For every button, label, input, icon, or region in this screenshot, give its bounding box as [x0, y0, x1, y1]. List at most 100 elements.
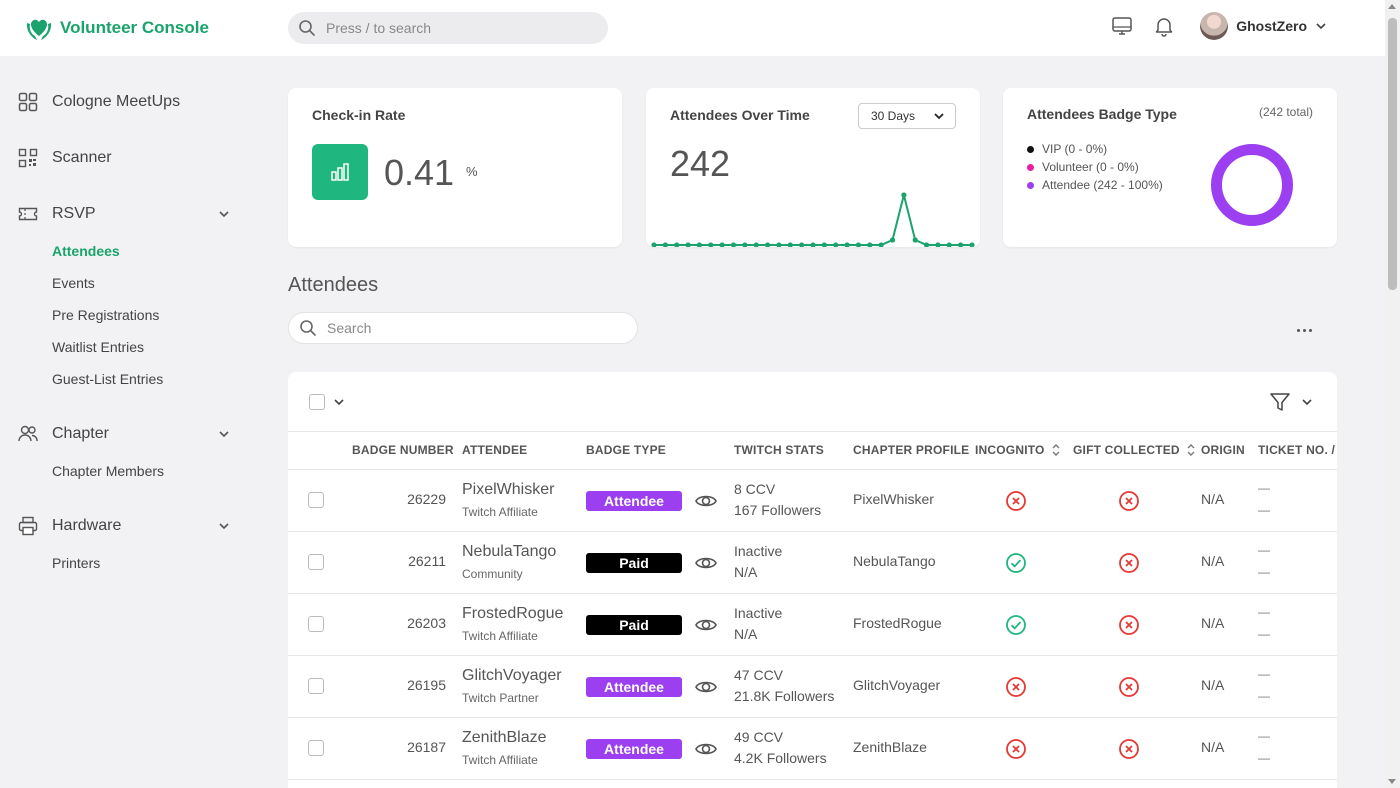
column-header-badge-number[interactable]: BADGE NUMBER — [352, 443, 454, 457]
filter-button[interactable] — [1269, 391, 1313, 413]
attendee-subtitle: Twitch Affiliate — [462, 629, 538, 643]
sidebar-subitem-events[interactable]: Events — [52, 275, 95, 291]
sidebar-item-scanner[interactable]: Scanner — [18, 148, 230, 168]
sidebar-item-label: Scanner — [52, 149, 112, 166]
x-circle-icon — [1118, 738, 1140, 760]
table-row[interactable]: 26195 GlitchVoyager Twitch Partner Attendee… — [288, 656, 1337, 718]
app-title: Volunteer Console — [60, 18, 209, 37]
attendee-name[interactable]: NebulaTango — [462, 543, 557, 560]
legend-label: Volunteer (0 - 0%) — [1042, 160, 1139, 174]
sidebar-subitem-waitlist-entries[interactable]: Waitlist Entries — [52, 339, 145, 355]
row-checkbox[interactable] — [308, 492, 324, 508]
x-circle-icon — [1118, 614, 1140, 636]
scroll-down-arrow[interactable] — [1388, 779, 1396, 784]
sparkline-point — [935, 242, 941, 247]
scroll-thumb[interactable] — [1388, 18, 1397, 290]
scroll-up-arrow[interactable] — [1388, 4, 1396, 9]
attendee-name[interactable]: FrostedRogue — [462, 605, 564, 622]
column-header-badge-type[interactable]: BADGE TYPE — [586, 443, 667, 457]
attendee-subtitle: Twitch Affiliate — [462, 505, 538, 519]
attendee-name[interactable]: GlitchVoyager — [462, 667, 562, 684]
chapter-profile[interactable]: PixelWhisker — [853, 491, 934, 507]
table-row[interactable]: 26187 ZenithBlaze Twitch Affiliate Attendee… — [288, 718, 1337, 780]
sidebar-subitem-printers[interactable]: Printers — [52, 555, 101, 571]
select-all-checkbox[interactable] — [309, 394, 325, 410]
ticket-code: — — [1258, 751, 1270, 765]
row-checkbox[interactable] — [308, 554, 324, 570]
sidebar-item-hardware[interactable]: Hardware — [18, 516, 230, 536]
sparkline-point — [946, 242, 952, 247]
sidebar-subitem-pre-registrations[interactable]: Pre Registrations — [52, 307, 160, 323]
table-row[interactable]: 26229 PixelWhisker Twitch Affiliate Attende… — [288, 470, 1337, 532]
sidebar-subitem-guest-list-entries[interactable]: Guest-List Entries — [52, 371, 164, 387]
column-header-incognito[interactable]: INCOGNITO — [975, 443, 1061, 457]
column-header-chapter-profile[interactable]: CHAPTER PROFILE — [853, 443, 970, 457]
column-header-origin[interactable]: ORIGIN — [1201, 443, 1245, 457]
eye-icon[interactable] — [694, 489, 718, 513]
legend-item-volunteer[interactable]: Volunteer (0 - 0%) — [1027, 158, 1163, 176]
sidebar-item-cologne-meetups[interactable]: Cologne MeetUps — [18, 92, 230, 112]
row-checkbox[interactable] — [308, 616, 324, 632]
sparkline-point — [821, 242, 827, 247]
sidebar-item-label: Cologne MeetUps — [52, 93, 181, 110]
printer-icon — [18, 516, 38, 536]
legend-item-vip[interactable]: VIP (0 - 0%) — [1027, 140, 1163, 158]
page-scrollbar[interactable] — [1385, 0, 1400, 788]
sidebar-item-chapter[interactable]: Chapter — [18, 424, 230, 444]
app-logo[interactable]: Volunteer Console — [24, 14, 209, 42]
column-header-ticket-no[interactable]: TICKET NO. / C — [1258, 443, 1337, 457]
ticket-number: — — [1258, 543, 1270, 557]
monitor-icon[interactable] — [1110, 14, 1134, 38]
attendee-name[interactable]: ZenithBlaze — [462, 729, 547, 746]
column-header-twitch-stats[interactable]: TWITCH STATS — [734, 443, 824, 457]
chevron-down-icon[interactable] — [218, 428, 230, 440]
range-dropdown[interactable]: 30 Days — [858, 103, 956, 129]
table-row[interactable]: 26211 NebulaTango Community Paid Inactive N/A… — [288, 532, 1337, 594]
check-circle-icon — [1005, 614, 1027, 636]
bell-icon[interactable] — [1152, 14, 1176, 38]
legend-item-attendee[interactable]: Attendee (242 - 100%) — [1027, 176, 1163, 194]
badge-type-pill: Paid — [586, 615, 682, 635]
bulk-select[interactable] — [309, 394, 345, 410]
chevron-down-icon[interactable] — [218, 208, 230, 220]
sidebar: Cologne MeetUps Scanner RSVP Attendees E… — [0, 56, 250, 788]
legend-dot — [1027, 181, 1034, 189]
chapter-profile[interactable]: GlitchVoyager — [853, 677, 941, 693]
attendee-name[interactable]: PixelWhisker — [462, 481, 555, 498]
search-icon — [299, 20, 315, 36]
badge-legend: VIP (0 - 0%) Volunteer (0 - 0%) Attendee… — [1027, 140, 1163, 194]
table-toolbar — [288, 372, 1337, 432]
column-header-gift-collected[interactable]: GIFT COLLECTED — [1073, 443, 1196, 457]
attendee-search-input[interactable] — [327, 320, 617, 336]
user-menu[interactable]: GhostZero — [1200, 12, 1327, 40]
sparkline-point — [844, 242, 850, 247]
column-header-attendee[interactable]: ATTENDEE — [462, 443, 528, 457]
chapter-profile[interactable]: ZenithBlaze — [853, 739, 927, 755]
table-row[interactable]: 26203 FrostedRogue Twitch Affiliate Paid Ina… — [288, 594, 1337, 656]
row-checkbox[interactable] — [308, 740, 324, 756]
sparkline-point — [696, 242, 703, 247]
eye-icon[interactable] — [694, 551, 718, 575]
chapter-profile[interactable]: FrostedRogue — [853, 615, 942, 631]
eye-icon[interactable] — [694, 737, 718, 761]
more-options-icon[interactable] — [1292, 318, 1316, 342]
badge-type-pill: Attendee — [586, 491, 682, 511]
attendee-search[interactable] — [288, 312, 638, 344]
global-search[interactable] — [288, 12, 608, 44]
row-checkbox[interactable] — [308, 678, 324, 694]
origin: N/A — [1201, 615, 1225, 631]
chapter-profile[interactable]: NebulaTango — [853, 553, 936, 569]
eye-icon[interactable] — [694, 613, 718, 637]
attendee-subtitle: Twitch Affiliate — [462, 753, 538, 767]
chevron-down-icon[interactable] — [218, 520, 230, 532]
badge-number: 26211 — [408, 553, 446, 569]
chevron-down-icon[interactable] — [333, 396, 345, 408]
global-search-input[interactable] — [326, 20, 586, 36]
attendee-subtitle: Twitch Partner — [462, 691, 539, 705]
legend-label: VIP (0 - 0%) — [1042, 142, 1108, 156]
sidebar-subitem-attendees[interactable]: Attendees — [52, 243, 120, 259]
eye-icon[interactable] — [694, 675, 718, 699]
sidebar-item-rsvp[interactable]: RSVP — [18, 204, 230, 224]
sidebar-subitem-chapter-members[interactable]: Chapter Members — [52, 463, 165, 479]
twitch-stat-primary: 49 CCV — [734, 729, 784, 745]
